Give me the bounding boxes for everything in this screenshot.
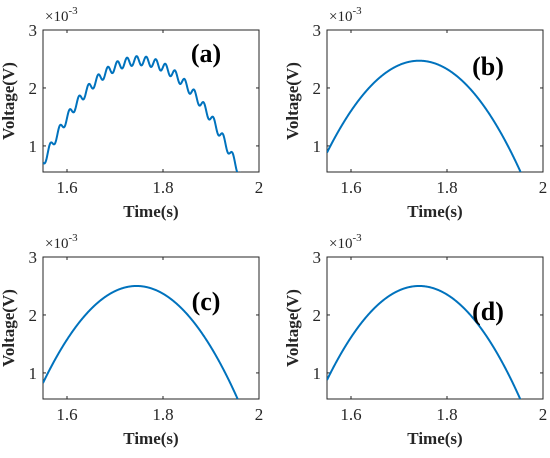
y-axis-label: Voltage(V) [0,289,18,367]
panel-a: 1.6 1.8 2 1 2 3 ×10-3 Time(s) Voltage(V) (a) [0,5,263,221]
x-tick-label: 1.8 [152,178,173,197]
x-tick-label: 2 [539,178,548,197]
x-tick-label: 1.6 [340,178,361,197]
x-tick-label: 1.6 [340,405,361,424]
y-multiplier: ×10 [329,9,352,25]
y-tick-label: 1 [29,364,38,383]
y-tick-label: 2 [29,306,38,325]
x-tick-label: 1.8 [152,405,173,424]
y-multiplier: ×10 [45,236,68,252]
y-exponent: -3 [352,232,362,244]
x-tick-label: 1.8 [436,405,457,424]
x-tick-label: 1.6 [56,405,77,424]
y-exponent-label: ×10-3 [45,232,78,252]
y-multiplier: ×10 [45,9,68,25]
y-tick-label: 2 [313,306,322,325]
x-axis-label: Time(s) [123,429,178,448]
y-exponent-label: ×10-3 [45,5,78,25]
y-tick-label: 1 [29,137,38,156]
y-exponent: -3 [68,5,78,17]
panel-b: 1.6 1.8 2 1 2 3 ×10-3 Time(s) Voltage(V) (b) [283,5,547,221]
y-exponent: -3 [352,5,362,17]
y-axis-label: Voltage(V) [283,62,302,140]
y-tick-label: 2 [313,79,322,98]
y-tick-label: 1 [313,364,322,383]
panel-d: 1.6 1.8 2 1 2 3 ×10-3 Time(s) Voltage(V) (d) [283,232,547,448]
panel-label: (c) [192,287,221,316]
y-tick-label: 3 [313,248,322,267]
panel-label: (d) [472,297,504,326]
y-exponent-label: ×10-3 [329,232,362,252]
voltage-series-line [327,284,522,399]
panel-c: 1.6 1.8 2 1 2 3 ×10-3 Time(s) Voltage(V) (c) [0,232,263,448]
x-tick-label: 2 [255,178,264,197]
axes-box [42,29,260,173]
voltage-series-line [327,59,522,172]
y-exponent-label: ×10-3 [329,5,362,25]
x-axis-label: Time(s) [407,202,462,221]
x-axis-label: Time(s) [407,429,462,448]
y-tick-label: 3 [313,21,322,40]
x-axis-label: Time(s) [123,202,178,221]
y-tick-label: 2 [29,79,38,98]
voltage-series-line [43,55,241,172]
axes-box [326,256,544,400]
x-tick-label: 1.8 [436,178,457,197]
axes-box [42,256,260,400]
axes-box [326,29,544,173]
y-axis-label: Voltage(V) [283,289,302,367]
y-exponent: -3 [68,232,78,244]
panel-label: (a) [191,39,221,68]
voltage-series-line [43,284,239,399]
x-tick-label: 2 [255,405,264,424]
panel-label: (b) [472,52,504,81]
y-tick-label: 3 [29,21,38,40]
x-tick-label: 1.6 [56,178,77,197]
y-multiplier: ×10 [329,236,352,252]
y-tick-label: 3 [29,248,38,267]
x-tick-label: 2 [539,405,548,424]
y-axis-label: Voltage(V) [0,62,18,140]
y-tick-label: 1 [313,137,322,156]
